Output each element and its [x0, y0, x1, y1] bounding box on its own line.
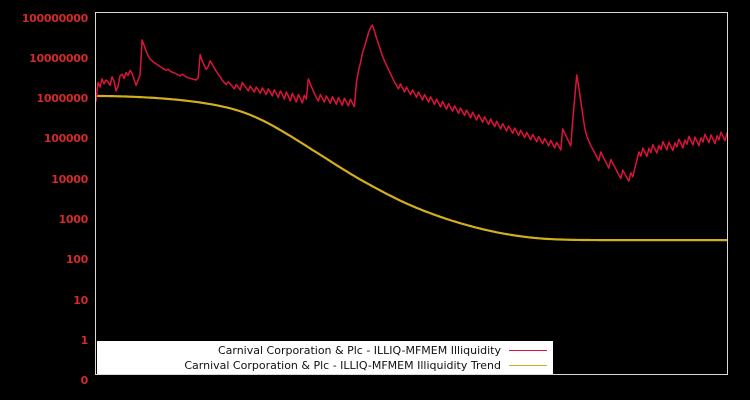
plot-svg: [96, 24, 727, 242]
legend-label-series: Carnival Corporation & Plc - ILLIQ-MFMEM…: [217, 343, 501, 357]
series-paths: [96, 24, 727, 242]
y-tick-label-6: 100: [65, 253, 88, 267]
y-tick-label-0: 100000000: [21, 11, 88, 25]
y-tick-label-7: 10: [73, 293, 88, 307]
y-tick-label-3: 100000: [43, 132, 88, 146]
y-axis-tick-labels: 100000000 10000000 1000000 100000 10000 1000 1…: [0, 0, 88, 400]
illiquidity-line: [96, 24, 727, 182]
y-tick-label-8: 1: [80, 333, 89, 347]
legend-label-trend: Carnival Corporation & Plc - ILLIQ-MFMEM…: [184, 358, 501, 372]
legend-swatch-series-icon: [509, 349, 547, 351]
chart-legend: Carnival Corporation & Plc - ILLIQ-MFMEM…: [97, 341, 553, 374]
y-tick-label-5: 1000: [58, 213, 89, 226]
legend-entry-trend: Carnival Corporation & Plc - ILLIQ-MFMEM…: [97, 357, 553, 373]
plot-area: [95, 12, 728, 375]
legend-swatch-trend-icon: [509, 364, 547, 366]
trend-line: [96, 94, 727, 242]
legend-entry-series: Carnival Corporation & Plc - ILLIQ-MFMEM…: [97, 342, 553, 358]
y-tick-label-4: 10000: [51, 172, 88, 186]
y-tick-label-1: 10000000: [29, 51, 88, 65]
y-tick-label-2: 1000000: [36, 92, 89, 106]
y-tick-label-9: 0: [80, 374, 89, 388]
